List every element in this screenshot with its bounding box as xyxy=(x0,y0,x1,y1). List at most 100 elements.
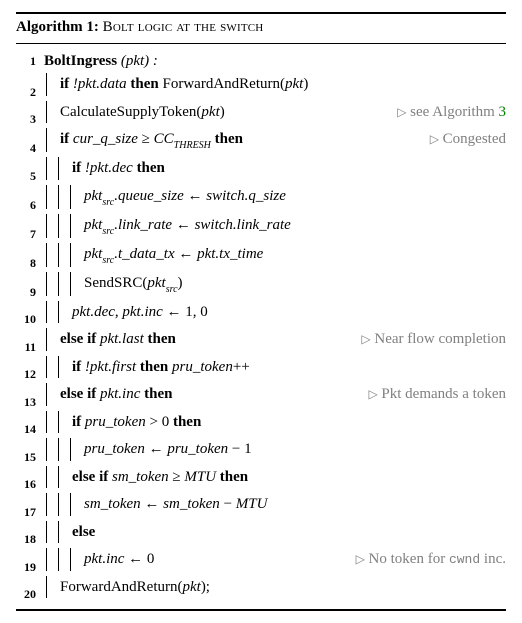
code-content: pktsrc.t_data_tx ← pkt.tx_time xyxy=(82,243,506,267)
indent-bar xyxy=(46,548,58,571)
code-area: pkt.inc ← 0▷ No token for cwnd inc. xyxy=(42,548,506,571)
indent-bar xyxy=(46,383,58,406)
code-area: BoltIngress (pkt) : xyxy=(42,50,506,73)
code-row: 9SendSRC(pktsrc) xyxy=(16,272,506,301)
code-content: pru_token ← pru_token − 1 xyxy=(82,438,506,461)
line-number: 1 xyxy=(16,52,42,71)
indent-bar xyxy=(46,466,58,489)
indent-bar xyxy=(70,272,82,296)
indent-bars xyxy=(42,73,58,96)
indent-bars xyxy=(42,356,70,379)
code-content: if !pkt.first then pru_token++ xyxy=(70,356,506,379)
code-content: ForwardAndReturn(pkt); xyxy=(58,576,506,599)
code-area: SendSRC(pktsrc) xyxy=(42,272,506,296)
line-number: 20 xyxy=(16,585,42,603)
indent-bars xyxy=(42,157,70,180)
code-row: 16 else if sm_token ≥ MTU then xyxy=(16,466,506,494)
indent-bars xyxy=(42,576,58,599)
indent-bars xyxy=(42,243,82,267)
indent-bars xyxy=(42,411,70,434)
indent-bar xyxy=(46,128,58,152)
line-number: 12 xyxy=(16,365,42,383)
code-area: if cur_q_size ≥ CCTHRESH then▷ Congested xyxy=(42,128,506,152)
indent-bars xyxy=(42,185,82,209)
code-area: ForwardAndReturn(pkt); xyxy=(42,576,506,599)
indent-bar xyxy=(58,466,70,489)
code-row: 11else if pkt.last then▷ Near flow compl… xyxy=(16,328,506,356)
code-area: pru_token ← pru_token − 1 xyxy=(42,438,506,461)
code-content: else xyxy=(70,521,506,544)
line-number: 16 xyxy=(16,475,42,493)
indent-bar xyxy=(46,185,58,209)
indent-bar xyxy=(46,243,58,267)
indent-bar xyxy=(46,214,58,238)
indent-bar xyxy=(46,301,58,324)
code-area: if !pkt.first then pru_token++ xyxy=(42,356,506,379)
indent-bar xyxy=(46,521,58,544)
code-row: 4if cur_q_size ≥ CCTHRESH then▷ Congeste… xyxy=(16,128,506,157)
code-area: pktsrc.link_rate ← switch.link_rate xyxy=(42,214,506,238)
indent-bars xyxy=(42,214,82,238)
indent-bars xyxy=(42,466,70,489)
algorithm-title: Bolt logic at the switch xyxy=(103,19,264,35)
rule-bottom xyxy=(16,609,506,611)
indent-bar xyxy=(58,548,70,571)
rule-top xyxy=(16,12,506,14)
code-content: if !pkt.data then ForwardAndReturn(pkt) xyxy=(58,73,506,96)
indent-bar xyxy=(58,411,70,434)
indent-bar xyxy=(46,411,58,434)
code-area: else if pkt.inc then▷ Pkt demands a toke… xyxy=(42,383,506,406)
code-content: if !pkt.dec then xyxy=(70,157,506,180)
indent-bar xyxy=(46,356,58,379)
indent-bar xyxy=(58,272,70,296)
indent-bar xyxy=(70,548,82,571)
code-content: sm_token ← sm_token − MTU xyxy=(82,493,506,516)
code-content: if pru_token > 0 then xyxy=(70,411,506,434)
function-args: (pkt) : xyxy=(121,53,158,69)
code-row: 7pktsrc.link_rate ← switch.link_rate xyxy=(16,214,506,243)
function-signature: BoltIngress (pkt) : xyxy=(42,50,506,73)
code-content: pktsrc.link_rate ← switch.link_rate xyxy=(82,214,506,238)
code-area: pktsrc.queue_size ← switch.q_size xyxy=(42,185,506,209)
indent-bars xyxy=(42,301,70,324)
code-row: 14 if pru_token > 0 then xyxy=(16,411,506,439)
line-number: 18 xyxy=(16,530,42,548)
code-area: if pru_token > 0 then xyxy=(42,411,506,434)
indent-bars xyxy=(42,128,58,152)
indent-bar xyxy=(46,73,58,96)
indent-bar xyxy=(70,438,82,461)
line-number: 13 xyxy=(16,393,42,411)
indent-bar xyxy=(46,101,58,124)
code-row: 10pkt.dec, pkt.inc ← 1, 0 xyxy=(16,301,506,329)
indent-bars xyxy=(42,328,58,351)
code-area: else if sm_token ≥ MTU then xyxy=(42,466,506,489)
code-row: 17sm_token ← sm_token − MTU xyxy=(16,493,506,521)
line-number: 3 xyxy=(16,110,42,128)
indent-bar xyxy=(70,214,82,238)
indent-bar xyxy=(46,157,58,180)
indent-bar xyxy=(58,356,70,379)
line-comment: ▷ No token for cwnd inc. xyxy=(356,548,506,571)
indent-bar xyxy=(58,185,70,209)
code-row: 13else if pkt.inc then▷ Pkt demands a to… xyxy=(16,383,506,411)
line-number: 2 xyxy=(16,83,42,101)
algorithm-label: Algorithm 1: xyxy=(16,19,99,35)
line-number: 6 xyxy=(16,196,42,214)
line-comment: ▷ see Algorithm 3 xyxy=(397,101,506,124)
indent-bar xyxy=(58,157,70,180)
code-area: else if pkt.last then▷ Near flow complet… xyxy=(42,328,506,351)
code-row: 8pktsrc.t_data_tx ← pkt.tx_time xyxy=(16,243,506,272)
indent-bars xyxy=(42,493,82,516)
code-row: 2 if !pkt.data then ForwardAndReturn(pkt) xyxy=(16,73,506,101)
code-row: 15pru_token ← pru_token − 1 xyxy=(16,438,506,466)
algorithm-caption: Algorithm 1: Bolt logic at the switch xyxy=(16,17,506,39)
function-name: BoltIngress xyxy=(44,53,117,69)
rule-mid xyxy=(16,43,506,44)
line-number: 14 xyxy=(16,420,42,438)
indent-bar xyxy=(46,493,58,516)
indent-bar xyxy=(58,521,70,544)
code-row: 20 ForwardAndReturn(pkt); xyxy=(16,576,506,604)
code-content: else if sm_token ≥ MTU then xyxy=(70,466,506,489)
code-content: pktsrc.queue_size ← switch.q_size xyxy=(82,185,506,209)
indent-bar xyxy=(58,493,70,516)
